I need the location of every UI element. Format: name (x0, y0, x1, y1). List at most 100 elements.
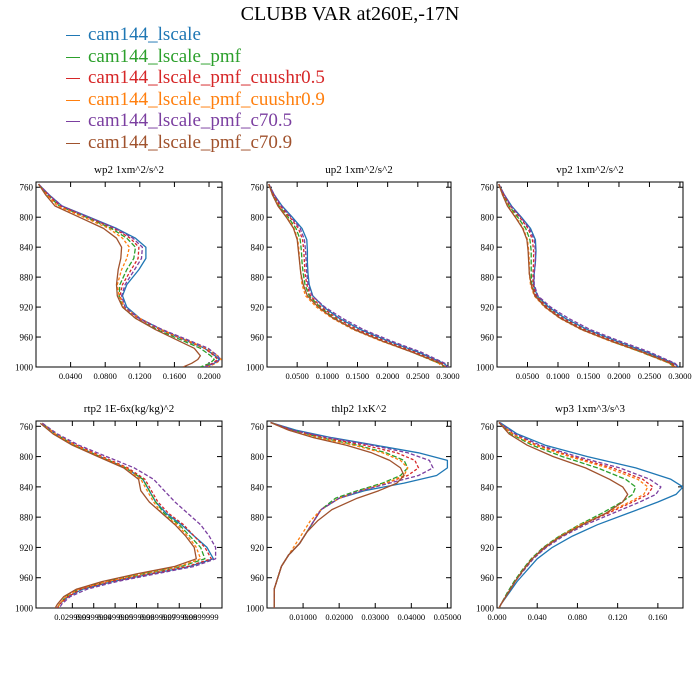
chart-title: up2 1xm^2/s^2 (325, 164, 392, 176)
series-line (38, 183, 219, 367)
y-tick-label: 1000 (15, 604, 34, 614)
y-tick-label: 880 (481, 513, 495, 523)
y-tick-label: 760 (481, 422, 495, 432)
y-tick-label: 1000 (246, 363, 265, 373)
series-line (498, 183, 676, 367)
y-tick-label: 880 (481, 273, 495, 283)
series-line (268, 183, 444, 367)
y-tick-label: 960 (20, 573, 34, 583)
series-line (498, 183, 680, 367)
series-line (38, 183, 222, 367)
x-tick-label: 0.04000 (398, 612, 426, 622)
plot-frame (496, 420, 684, 609)
x-tick-label: 0.0500 (516, 371, 539, 381)
series-line (270, 421, 449, 608)
series-line (498, 421, 654, 608)
y-tick-label: 840 (251, 482, 265, 492)
plot-frame (35, 181, 223, 368)
series-line (268, 183, 449, 367)
legend-item: cam144_lscale_pmf (66, 46, 325, 68)
legend-item: cam144_lscale_pmf_cuushr0.5 (66, 67, 325, 89)
x-tick-label: 0.01000 (289, 612, 317, 622)
series-line (38, 183, 215, 367)
chart-panel: wp2 1xm^2/s^2 760 800 840 880 920 960 1000 0.040… (15, 164, 223, 381)
series-line (498, 422, 629, 608)
chart-title: rtp2 1E-6x(kg/kg)^2 (84, 403, 174, 415)
x-tick-label: 0.000 (487, 612, 506, 622)
x-tick-label: 0.0500 (285, 371, 308, 381)
y-tick-label: 800 (20, 452, 34, 462)
y-tick-label: 800 (20, 213, 34, 223)
legend-line-swatch (66, 121, 80, 123)
y-tick-label: 920 (251, 543, 265, 553)
legend-line-swatch (66, 78, 80, 80)
chart-title: thlp2 1xK^2 (332, 403, 387, 415)
series-line (268, 183, 446, 367)
x-tick-label: 0.2000 (376, 371, 399, 381)
x-tick-label: 0.0799999 (161, 612, 197, 622)
y-tick-label: 880 (20, 513, 34, 523)
series-line (270, 421, 405, 608)
x-tick-label: 0.1500 (577, 371, 600, 381)
y-tick-label: 920 (20, 543, 34, 553)
x-tick-label: 0.1500 (346, 371, 369, 381)
legend-label: cam144_lscale_pmf_cuushr0.5 (88, 67, 325, 88)
series-line (41, 422, 215, 608)
legend-item: cam144_lscale_pmf_c70.9 (66, 132, 325, 154)
legend-item: cam144_lscale_pmf_c70.5 (66, 110, 325, 132)
x-tick-label: 0.1000 (316, 371, 339, 381)
plot-frame (35, 420, 223, 609)
y-tick-label: 840 (481, 243, 495, 253)
x-tick-label: 0.2500 (638, 371, 661, 381)
y-tick-label: 1000 (476, 363, 495, 373)
y-tick-label: 840 (20, 482, 34, 492)
x-tick-label: 0.080 (568, 612, 587, 622)
y-tick-label: 760 (20, 183, 34, 193)
chart-panel: vp2 1xm^2/s^2 760 800 840 880 920 960 1000 0.050… (476, 164, 692, 381)
x-tick-label: 0.02000 (325, 612, 353, 622)
plot-frame (266, 420, 452, 609)
y-tick-label: 960 (481, 573, 495, 583)
y-tick-label: 880 (251, 513, 265, 523)
series-line (39, 422, 197, 608)
chart-panel: thlp2 1xK^2 760 800 840 880 920 960 1000 0.01000… (246, 403, 461, 622)
chart-title: vp2 1xm^2/s^2 (556, 164, 623, 176)
x-tick-label: 0.05000 (434, 612, 462, 622)
x-tick-label: 0.3000 (436, 371, 459, 381)
y-tick-label: 800 (481, 213, 495, 223)
series-line (498, 421, 683, 608)
y-tick-label: 960 (481, 333, 495, 343)
x-tick-label: 0.0499999 (97, 612, 133, 622)
series-line (41, 422, 202, 608)
y-tick-label: 760 (20, 422, 34, 432)
legend: cam144_lscale cam144_lscale_pmf cam144_lsc… (66, 24, 325, 153)
y-tick-label: 760 (481, 183, 495, 193)
chart-panel: wp3 1xm^3/s^3 760 800 840 880 920 960 10000.000… (476, 403, 684, 622)
figure-title: CLUBB VAR at260E,-17N (240, 3, 460, 25)
y-tick-label: 960 (251, 573, 265, 583)
series-line (41, 422, 206, 608)
x-tick-label: 0.160 (648, 612, 667, 622)
y-tick-label: 840 (481, 482, 495, 492)
plot-frame (496, 181, 684, 368)
x-tick-label: 0.2000 (197, 371, 220, 381)
legend-line-swatch (66, 35, 80, 37)
y-tick-label: 920 (251, 303, 265, 313)
x-tick-label: 0.2500 (406, 371, 429, 381)
legend-line-swatch (66, 56, 80, 58)
x-tick-label: 0.0400 (59, 371, 82, 381)
series-line (41, 422, 212, 608)
series-line (270, 421, 409, 608)
chart-title: wp2 1xm^2/s^2 (94, 164, 164, 176)
series-line (38, 183, 202, 367)
chart-title: wp3 1xm^3/s^3 (555, 403, 625, 415)
x-tick-label: 0.2000 (607, 371, 630, 381)
y-tick-label: 1000 (476, 604, 495, 614)
legend-label: cam144_lscale (88, 24, 201, 45)
legend-item: cam144_lscale_pmf_cuushr0.9 (66, 89, 325, 111)
series-line (270, 421, 434, 608)
y-tick-label: 800 (251, 452, 265, 462)
y-tick-label: 760 (251, 422, 265, 432)
legend-line-swatch (66, 99, 80, 101)
